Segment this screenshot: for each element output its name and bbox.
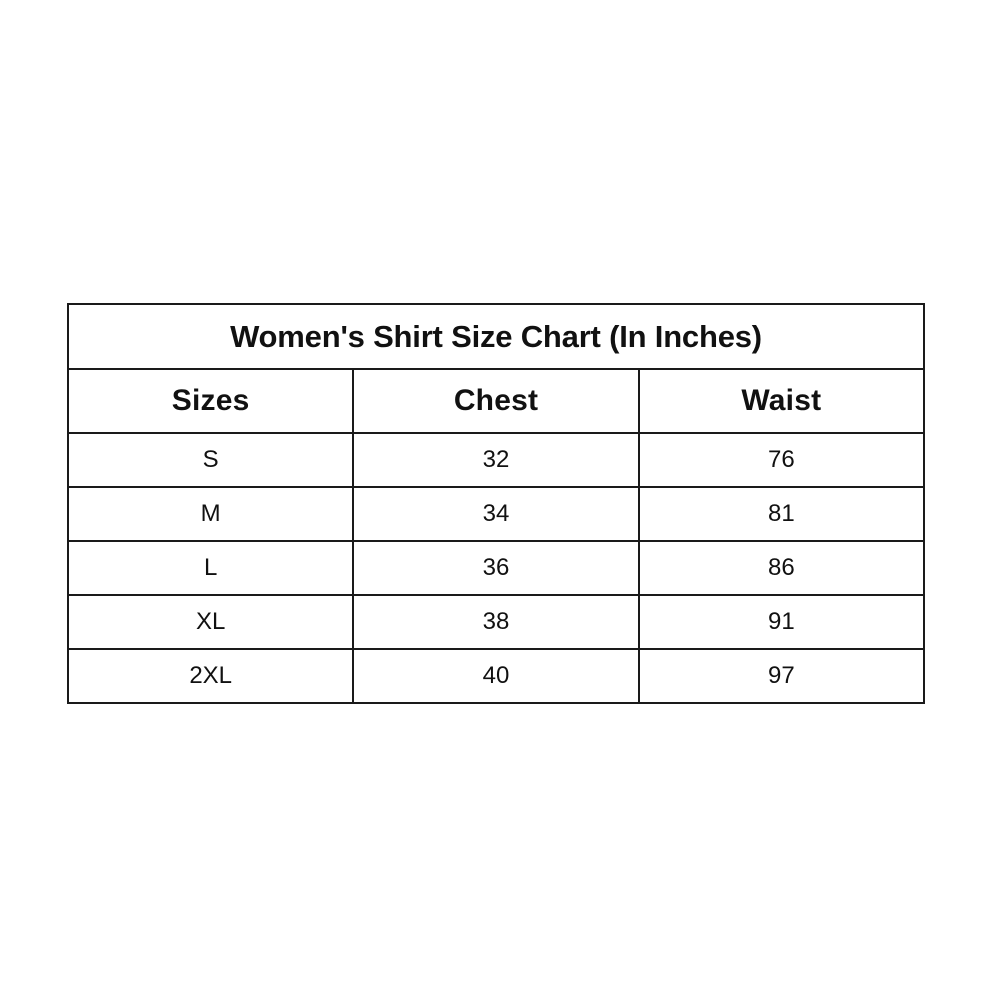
column-header-sizes: Sizes <box>66 368 355 434</box>
cell-chest-2xl: 40 <box>352 648 640 704</box>
table-row: XL 38 91 <box>66 594 926 650</box>
size-chart-body: Women's Shirt Size Chart (In Inches) Siz… <box>66 303 926 704</box>
cell-size-xl: XL <box>66 594 355 650</box>
table-row: M 34 81 <box>66 486 926 542</box>
cell-waist-l: 86 <box>637 540 926 596</box>
column-header-chest: Chest <box>352 368 640 434</box>
cell-chest-xl: 38 <box>352 594 640 650</box>
cell-waist-xl: 91 <box>637 594 926 650</box>
column-header-waist: Waist <box>637 368 926 434</box>
cell-size-m: M <box>66 486 355 542</box>
title-row: Women's Shirt Size Chart (In Inches) <box>67 303 925 370</box>
cell-size-s: S <box>66 432 355 488</box>
column-header-row: Sizes Chest Waist <box>66 368 926 434</box>
table-row: S 32 76 <box>66 432 926 488</box>
cell-waist-m: 81 <box>637 486 926 542</box>
cell-chest-l: 36 <box>352 540 640 596</box>
cell-waist-s: 76 <box>637 432 926 488</box>
cell-chest-m: 34 <box>352 486 640 542</box>
cell-size-l: L <box>66 540 355 596</box>
size-chart-table: Women's Shirt Size Chart (In Inches) Siz… <box>66 303 926 704</box>
cell-size-2xl: 2XL <box>66 648 355 704</box>
cell-waist-2xl: 97 <box>637 648 926 704</box>
table-row: L 36 86 <box>66 540 926 596</box>
cell-chest-s: 32 <box>352 432 640 488</box>
table-row: 2XL 40 97 <box>66 648 926 704</box>
chart-title: Women's Shirt Size Chart (In Inches) <box>67 303 925 370</box>
